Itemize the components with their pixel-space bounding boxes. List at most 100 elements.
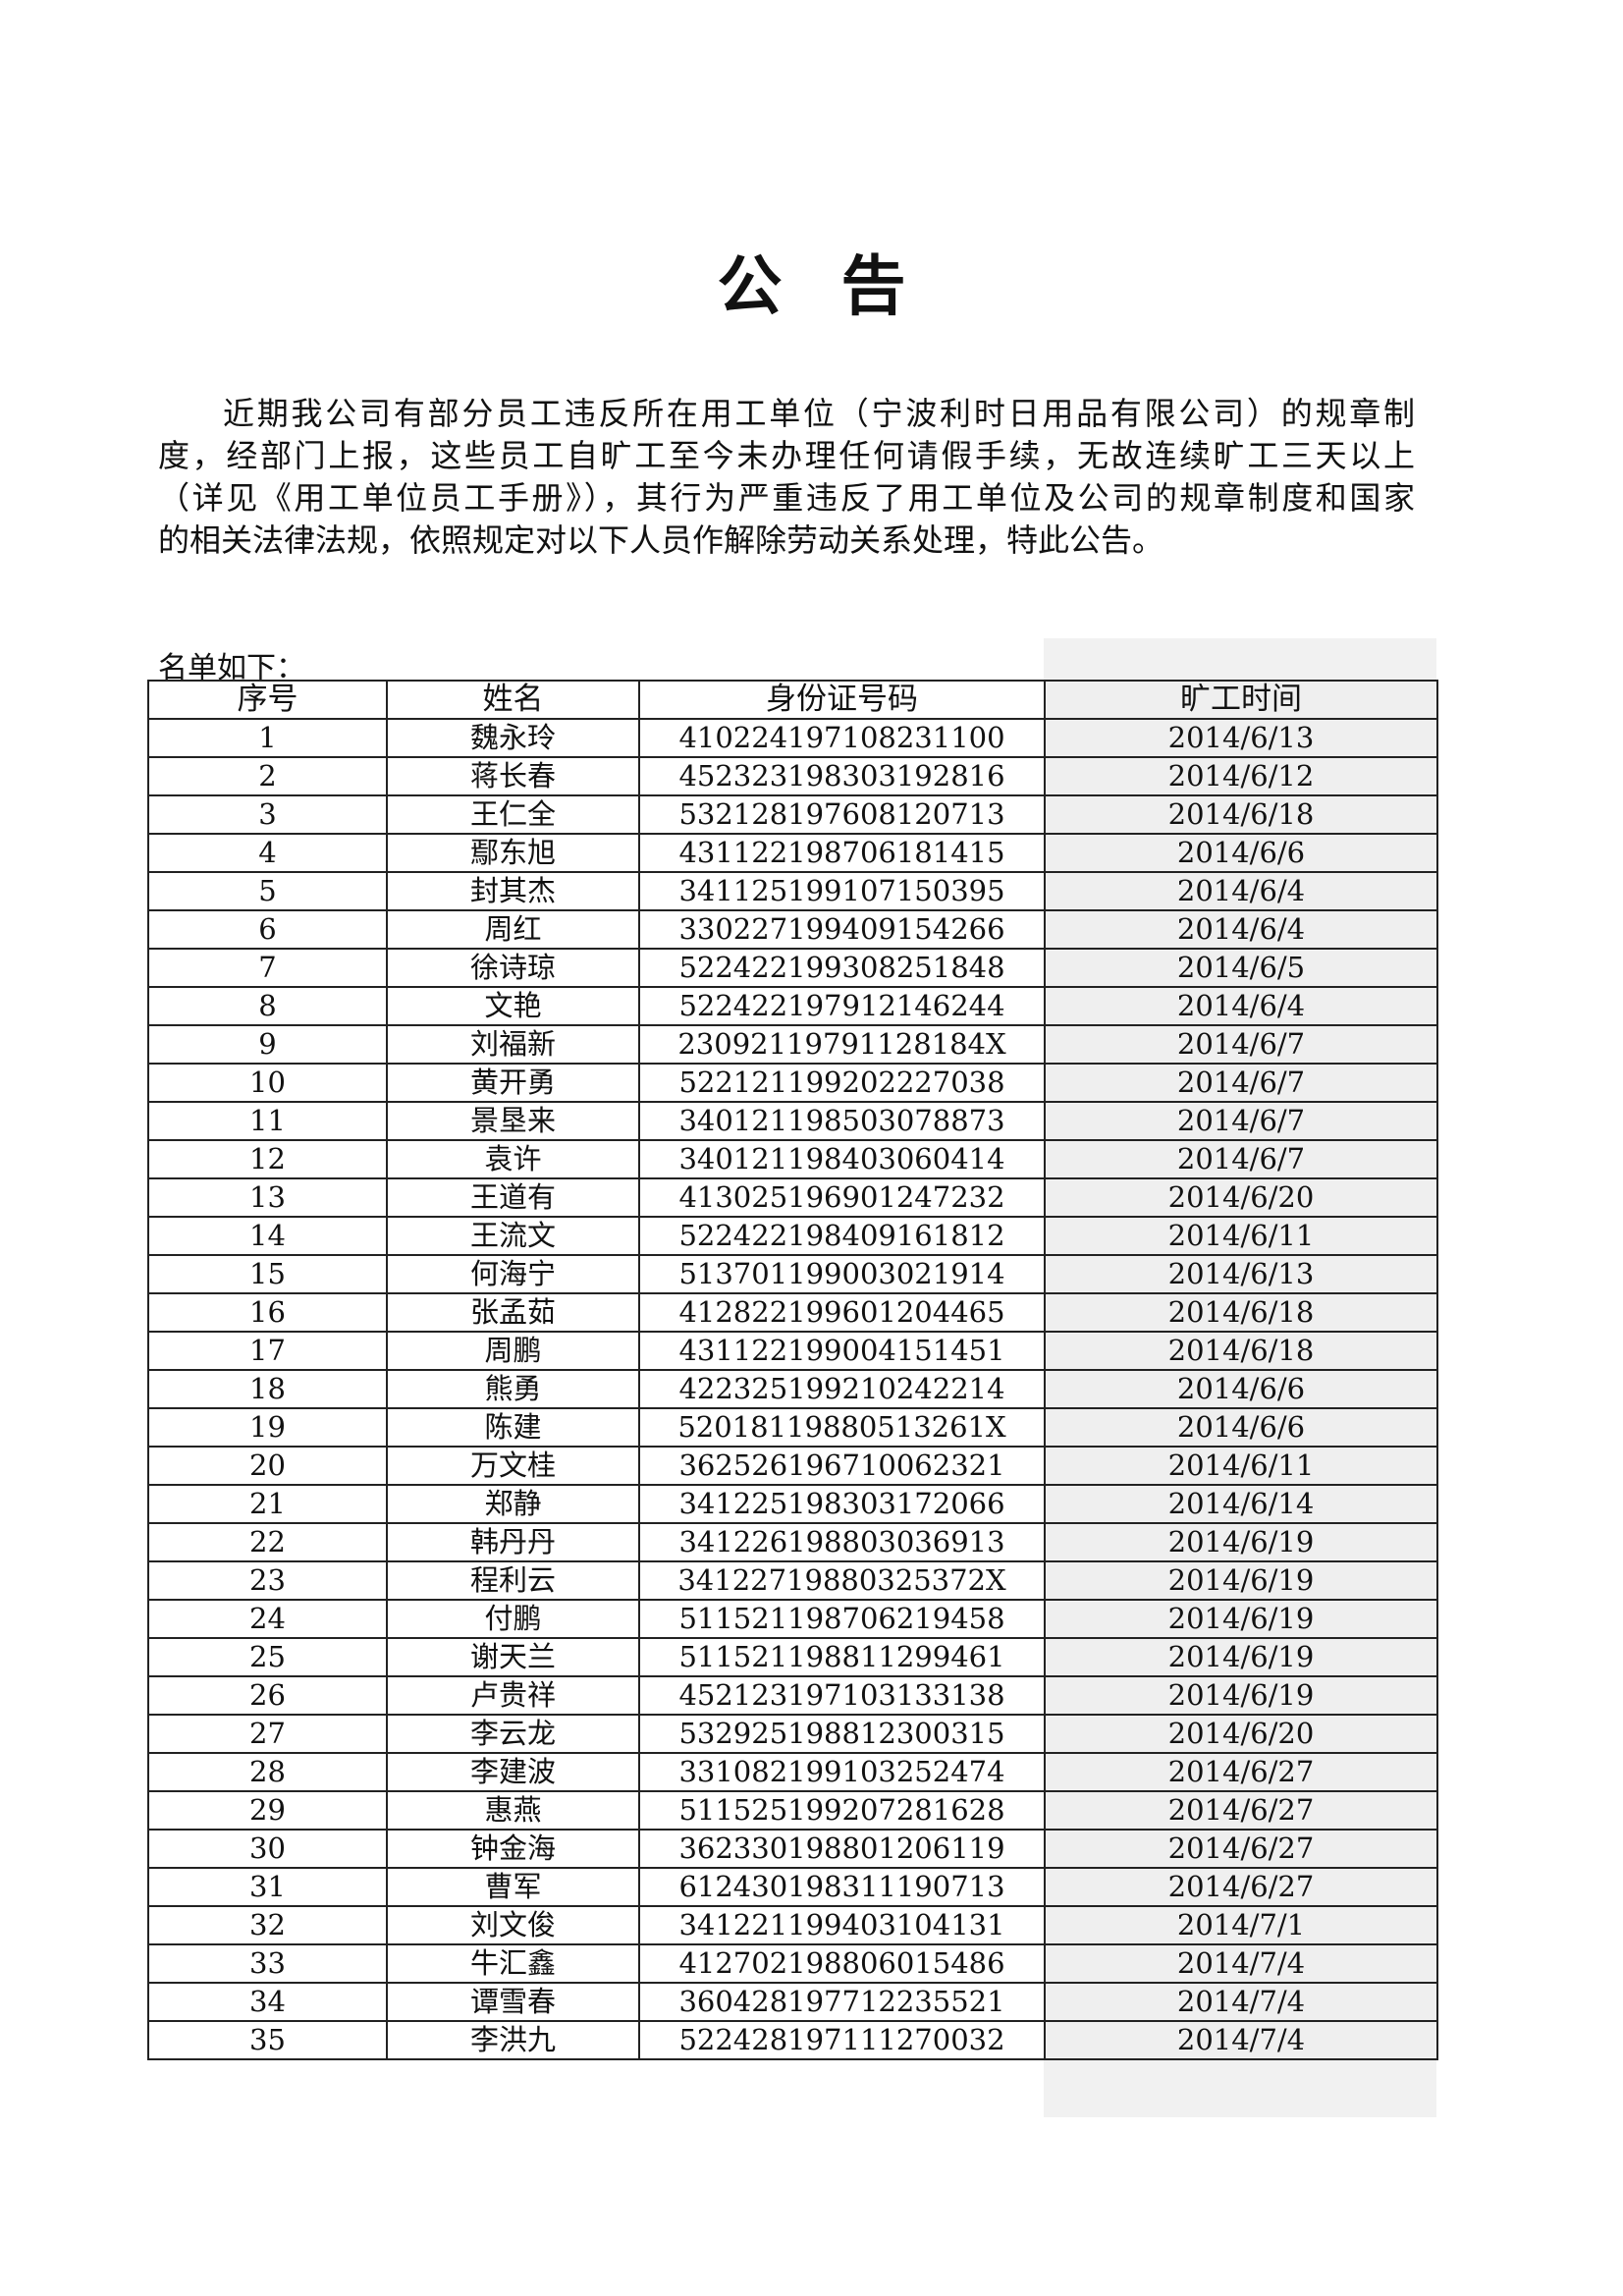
cell-absence-date: 2014/6/7 bbox=[1044, 1139, 1438, 1179]
table-row: 10 黄开勇 522121199202227038 2014/6/7 bbox=[147, 1063, 1438, 1103]
cell-id-number: 341226198803036913 bbox=[638, 1522, 1046, 1562]
cell-index: 20 bbox=[147, 1446, 388, 1486]
cell-absence-date: 2014/6/6 bbox=[1044, 833, 1438, 873]
cell-name: 付鹏 bbox=[386, 1599, 640, 1639]
cell-name: 周鹏 bbox=[386, 1331, 640, 1371]
body-line: 度，经部门上报，这些员工自旷工至今未办理任何请假手续，无故连续旷工三天以上 bbox=[158, 437, 1415, 474]
table-row: 25 谢天兰 511521198811299461 2014/6/19 bbox=[147, 1637, 1438, 1677]
cell-index: 15 bbox=[147, 1254, 388, 1294]
cell-name: 文艳 bbox=[386, 986, 640, 1026]
cell-absence-date: 2014/6/19 bbox=[1044, 1522, 1438, 1562]
table-row: 19 陈建 52018119880513261X 2014/6/6 bbox=[147, 1407, 1438, 1448]
table-row: 20 万文桂 362526196710062321 2014/6/11 bbox=[147, 1446, 1438, 1486]
cell-id-number: 340121198503078873 bbox=[638, 1101, 1046, 1141]
cell-name: 魏永玲 bbox=[386, 718, 640, 758]
cell-id-number: 522422199308251848 bbox=[638, 948, 1046, 988]
cell-index: 13 bbox=[147, 1177, 388, 1218]
cell-id-number: 340121198403060414 bbox=[638, 1139, 1046, 1179]
cell-index: 5 bbox=[147, 871, 388, 911]
cell-index: 24 bbox=[147, 1599, 388, 1639]
cell-name: 卢贵祥 bbox=[386, 1675, 640, 1716]
cell-absence-date: 2014/6/6 bbox=[1044, 1407, 1438, 1448]
cell-absence-date: 2014/6/12 bbox=[1044, 756, 1438, 796]
cell-index: 1 bbox=[147, 718, 388, 758]
cell-absence-date: 2014/6/27 bbox=[1044, 1752, 1438, 1792]
cell-id-number: 511521198706219458 bbox=[638, 1599, 1046, 1639]
dismissal-table: 序号 姓名 身份证号码 旷工时间 1 魏永玲 410224197108231100 2… bbox=[147, 680, 1438, 2060]
cell-id-number: 612430198311190713 bbox=[638, 1867, 1046, 1907]
cell-id-number: 362330198801206119 bbox=[638, 1829, 1046, 1869]
cell-index: 4 bbox=[147, 833, 388, 873]
cell-name: 何海宁 bbox=[386, 1254, 640, 1294]
cell-absence-date: 2014/6/19 bbox=[1044, 1560, 1438, 1601]
table-row: 8 文艳 522422197912146244 2014/6/4 bbox=[147, 986, 1438, 1026]
body-line: 近期我公司有部分员工违反所在用工单位（宁波利时日用品有限公司）的规章制 bbox=[223, 395, 1415, 432]
cell-index: 18 bbox=[147, 1369, 388, 1409]
cell-id-number: 341221199403104131 bbox=[638, 1905, 1046, 1945]
cell-name: 景垦来 bbox=[386, 1101, 640, 1141]
cell-name: 徐诗琼 bbox=[386, 948, 640, 988]
cell-absence-date: 2014/6/13 bbox=[1044, 718, 1438, 758]
cell-absence-date: 2014/6/19 bbox=[1044, 1675, 1438, 1716]
cell-absence-date: 2014/6/4 bbox=[1044, 871, 1438, 911]
table-row: 30 钟金海 362330198801206119 2014/6/27 bbox=[147, 1829, 1438, 1869]
cell-name: 王流文 bbox=[386, 1216, 640, 1256]
cell-index: 23 bbox=[147, 1560, 388, 1601]
cell-index: 26 bbox=[147, 1675, 388, 1716]
table-row: 18 熊勇 422325199210242214 2014/6/6 bbox=[147, 1369, 1438, 1409]
cell-name: 钟金海 bbox=[386, 1829, 640, 1869]
cell-id-number: 412822199601204465 bbox=[638, 1292, 1046, 1333]
table-row: 7 徐诗琼 522422199308251848 2014/6/5 bbox=[147, 948, 1438, 988]
cell-absence-date: 2014/7/4 bbox=[1044, 1943, 1438, 1984]
cell-id-number: 532128197608120713 bbox=[638, 794, 1046, 835]
cell-absence-date: 2014/6/18 bbox=[1044, 1331, 1438, 1371]
cell-absence-date: 2014/6/7 bbox=[1044, 1024, 1438, 1065]
cell-absence-date: 2014/6/6 bbox=[1044, 1369, 1438, 1409]
table-row: 26 卢贵祥 452123197103133138 2014/6/19 bbox=[147, 1675, 1438, 1716]
cell-name: 郑静 bbox=[386, 1484, 640, 1524]
cell-id-number: 412702198806015486 bbox=[638, 1943, 1046, 1984]
table-row: 3 王仁全 532128197608120713 2014/6/18 bbox=[147, 794, 1438, 835]
cell-name: 黄开勇 bbox=[386, 1063, 640, 1103]
cell-index: 3 bbox=[147, 794, 388, 835]
cell-name: 鄢东旭 bbox=[386, 833, 640, 873]
cell-name: 张孟茹 bbox=[386, 1292, 640, 1333]
header-id-number: 身份证号码 bbox=[638, 680, 1046, 720]
cell-index: 34 bbox=[147, 1982, 388, 2022]
cell-index: 12 bbox=[147, 1139, 388, 1179]
cell-name: 袁许 bbox=[386, 1139, 640, 1179]
cell-name: 王道有 bbox=[386, 1177, 640, 1218]
cell-id-number: 360428197712235521 bbox=[638, 1982, 1046, 2022]
cell-name: 封其杰 bbox=[386, 871, 640, 911]
cell-name: 熊勇 bbox=[386, 1369, 640, 1409]
table-row: 32 刘文俊 341221199403104131 2014/7/1 bbox=[147, 1905, 1438, 1945]
table-row: 21 郑静 341225198303172066 2014/6/14 bbox=[147, 1484, 1438, 1524]
cell-index: 35 bbox=[147, 2020, 388, 2060]
cell-absence-date: 2014/6/4 bbox=[1044, 986, 1438, 1026]
body-line: （详见《用工单位员工手册》），其行为严重违反了用工单位及公司的规章制度和国家 bbox=[158, 479, 1415, 517]
cell-name: 牛汇鑫 bbox=[386, 1943, 640, 1984]
table-row: 28 李建波 331082199103252474 2014/6/27 bbox=[147, 1752, 1438, 1792]
table-row: 33 牛汇鑫 412702198806015486 2014/7/4 bbox=[147, 1943, 1438, 1984]
cell-id-number: 413025196901247232 bbox=[638, 1177, 1046, 1218]
cell-absence-date: 2014/6/27 bbox=[1044, 1829, 1438, 1869]
cell-absence-date: 2014/6/18 bbox=[1044, 1292, 1438, 1333]
cell-index: 6 bbox=[147, 909, 388, 950]
cell-absence-date: 2014/6/19 bbox=[1044, 1599, 1438, 1639]
cell-name: 万文桂 bbox=[386, 1446, 640, 1486]
header-name: 姓名 bbox=[386, 680, 640, 720]
cell-id-number: 522422198409161812 bbox=[638, 1216, 1046, 1256]
cell-index: 8 bbox=[147, 986, 388, 1026]
cell-id-number: 330227199409154266 bbox=[638, 909, 1046, 950]
cell-name: 程利云 bbox=[386, 1560, 640, 1601]
table-row: 4 鄢东旭 431122198706181415 2014/6/6 bbox=[147, 833, 1438, 873]
cell-id-number: 431122199004151451 bbox=[638, 1331, 1046, 1371]
cell-absence-date: 2014/6/7 bbox=[1044, 1101, 1438, 1141]
cell-index: 32 bbox=[147, 1905, 388, 1945]
cell-index: 29 bbox=[147, 1790, 388, 1831]
cell-absence-date: 2014/6/13 bbox=[1044, 1254, 1438, 1294]
cell-index: 27 bbox=[147, 1714, 388, 1754]
cell-absence-date: 2014/6/7 bbox=[1044, 1063, 1438, 1103]
cell-index: 7 bbox=[147, 948, 388, 988]
table-row: 6 周红 330227199409154266 2014/6/4 bbox=[147, 909, 1438, 950]
